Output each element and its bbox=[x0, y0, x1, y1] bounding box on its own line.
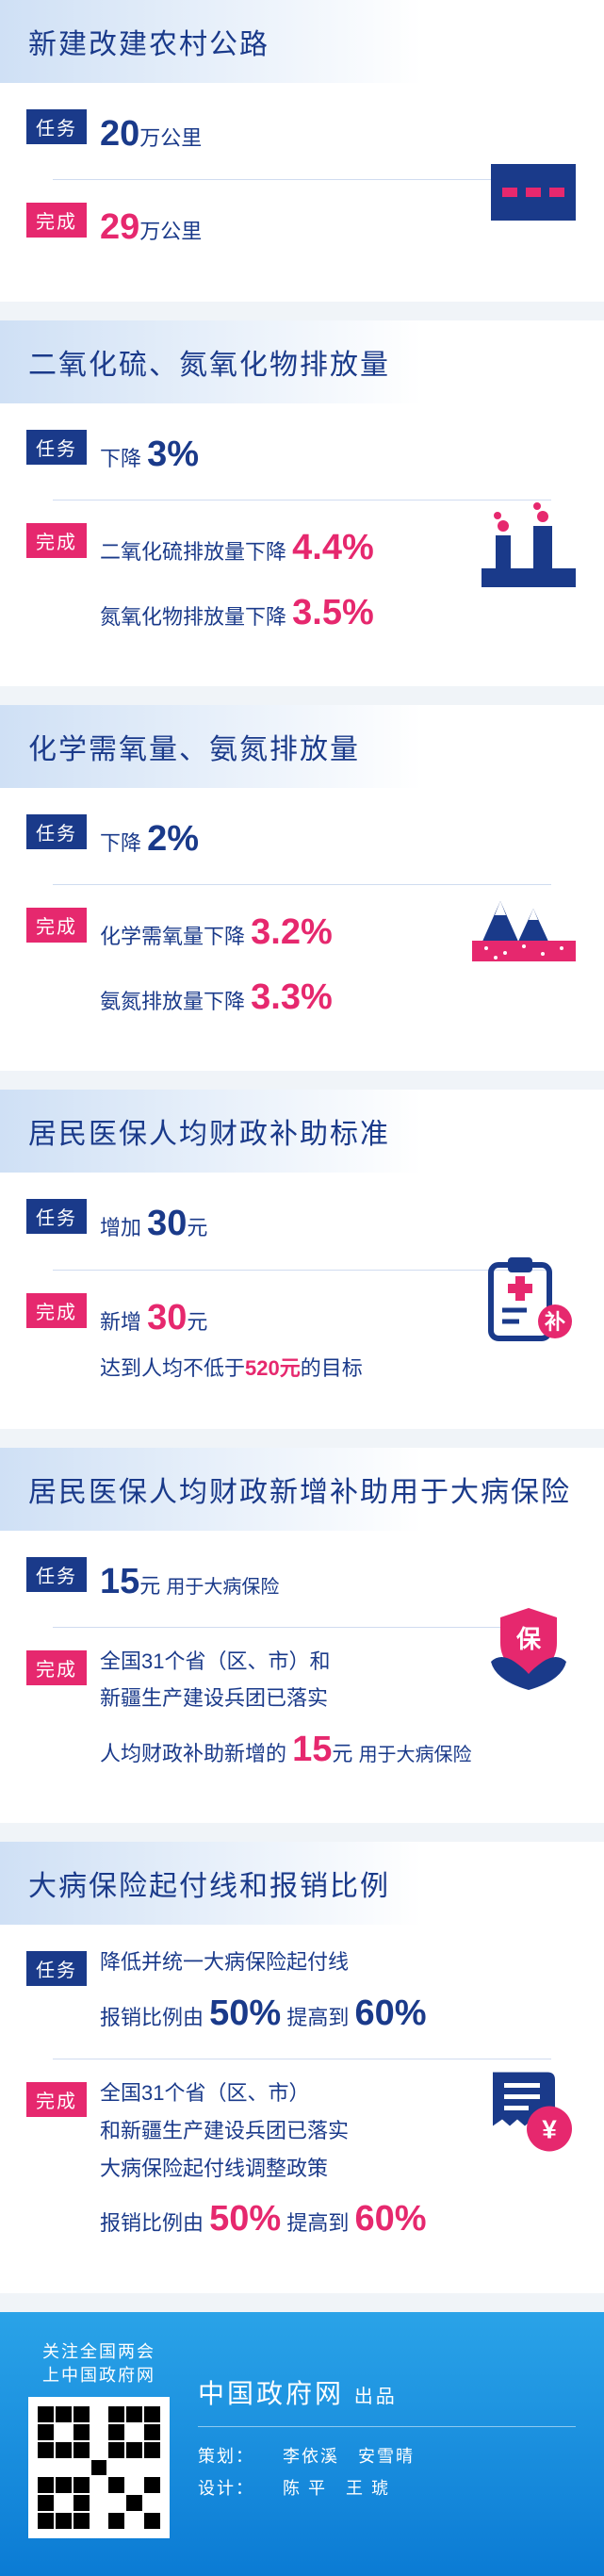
done-badge: 完成 bbox=[26, 1293, 87, 1328]
section-title: 居民医保人均财政新增补助用于大病保险 bbox=[0, 1448, 604, 1531]
task-badge: 任务 bbox=[26, 1557, 87, 1592]
task-badge: 任务 bbox=[26, 1951, 87, 1986]
task-value: 20万公里 bbox=[100, 102, 578, 166]
svg-text:¥: ¥ bbox=[542, 2114, 557, 2143]
section-emissions-so2: 二氧化硫、氮氧化物排放量 任务 下降 3% 完成 二氧化硫排放量下降 4.4% … bbox=[0, 320, 604, 686]
task-badge: 任务 bbox=[26, 430, 87, 465]
qr-label: 关注全国两会 上中国政府网 bbox=[28, 2340, 170, 2387]
footer-divider bbox=[198, 2426, 576, 2427]
road-icon bbox=[491, 164, 576, 221]
task-value: 下降 3% bbox=[100, 422, 578, 486]
section-title: 二氧化硫、氮氧化物排放量 bbox=[0, 320, 604, 403]
done-badge: 完成 bbox=[26, 523, 87, 558]
footer-info: 中国政府网 出品 策划：李依溪 安雪晴 设计：陈 平 王 琥 bbox=[198, 2373, 576, 2504]
task-value: 降低并统一大病保险起付线 报销比例由 50% 提高到 60% bbox=[100, 1944, 578, 2045]
svg-text:补: 补 bbox=[544, 1310, 565, 1334]
divider bbox=[53, 1270, 551, 1271]
task-badge: 任务 bbox=[26, 1199, 87, 1234]
section-title: 大病保险起付线和报销比例 bbox=[0, 1842, 604, 1925]
clipboard-icon: 补 bbox=[482, 1254, 576, 1348]
water-mountain-icon bbox=[472, 892, 576, 967]
qr-section: 关注全国两会 上中国政府网 bbox=[28, 2340, 170, 2538]
divider bbox=[53, 884, 551, 885]
divider bbox=[53, 1627, 551, 1628]
task-badge: 任务 bbox=[26, 109, 87, 144]
section-title: 居民医保人均财政补助标准 bbox=[0, 1090, 604, 1173]
receipt-yen-icon: ¥ bbox=[482, 2064, 576, 2154]
done-badge: 完成 bbox=[26, 1650, 87, 1685]
done-badge: 完成 bbox=[26, 203, 87, 238]
svg-text:保: 保 bbox=[515, 1625, 542, 1653]
section-reimbursement: 大病保险起付线和报销比例 任务 降低并统一大病保险起付线 报销比例由 50% 提… bbox=[0, 1842, 604, 2292]
section-illness-insurance: 居民医保人均财政新增补助用于大病保险 任务 15元 用于大病保险 完成 全国31… bbox=[0, 1448, 604, 1824]
shield-hands-icon: 保 bbox=[482, 1600, 576, 1695]
divider bbox=[53, 179, 551, 180]
task-value: 下降 2% bbox=[100, 807, 578, 871]
section-medical-subsidy: 居民医保人均财政补助标准 任务 增加 30元 完成 新增 30元 达到人均不低于… bbox=[0, 1090, 604, 1428]
footer-title: 中国政府网 出品 bbox=[198, 2373, 576, 2411]
qr-code-icon bbox=[28, 2397, 170, 2538]
footer-credits: 策划：李依溪 安雪晴 设计：陈 平 王 琥 bbox=[198, 2440, 576, 2504]
section-title: 化学需氧量、氨氮排放量 bbox=[0, 705, 604, 788]
done-badge: 完成 bbox=[26, 908, 87, 943]
task-value: 增加 30元 bbox=[100, 1191, 578, 1255]
factory-icon bbox=[482, 502, 576, 587]
task-badge: 任务 bbox=[26, 814, 87, 849]
section-rural-roads: 新建改建农村公路 任务 20万公里 完成 29万公里 bbox=[0, 0, 604, 302]
section-title: 新建改建农村公路 bbox=[0, 0, 604, 83]
section-emissions-cod: 化学需氧量、氨氮排放量 任务 下降 2% 完成 化学需氧量下降 3.2% 氨氮排… bbox=[0, 705, 604, 1071]
footer: 关注全国两会 上中国政府网 中国政府网 出品 策划：李依溪 安雪晴 设计：陈 平… bbox=[0, 2312, 604, 2576]
done-badge: 完成 bbox=[26, 2082, 87, 2117]
